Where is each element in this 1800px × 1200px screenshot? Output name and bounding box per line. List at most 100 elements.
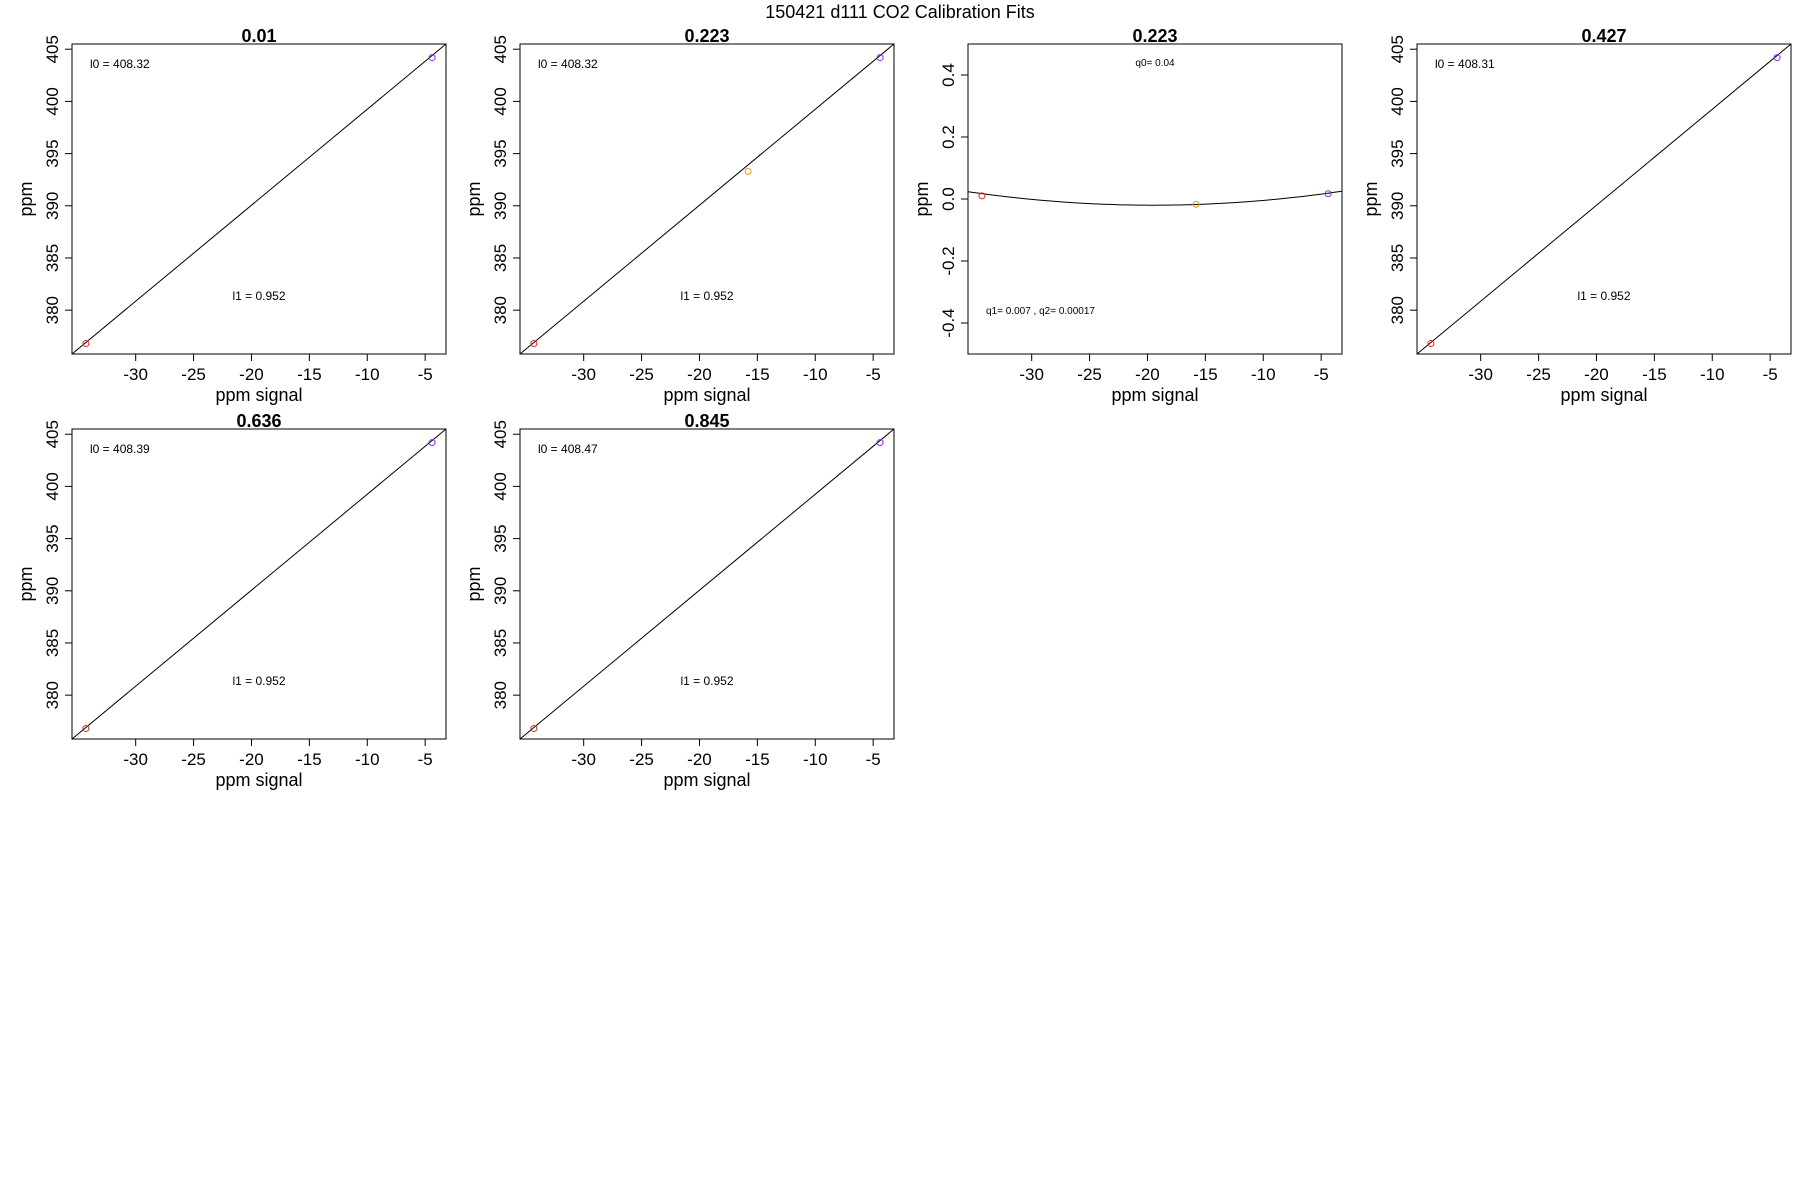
fit-line — [520, 429, 894, 739]
y-tick-label: 385 — [491, 244, 510, 272]
y-tick-label: 395 — [43, 524, 62, 552]
x-tick-label: -20 — [1584, 365, 1609, 384]
x-tick-label: -20 — [687, 750, 712, 769]
y-axis-label: ppm — [1361, 181, 1381, 216]
x-tick-label: -5 — [866, 750, 881, 769]
x-tick-label: -30 — [571, 365, 596, 384]
x-tick-label: -10 — [1700, 365, 1725, 384]
y-tick-label: 390 — [491, 192, 510, 220]
fit-annotation: l0 = 408.39 — [90, 442, 150, 456]
y-axis-label: ppm — [16, 181, 36, 216]
data-point — [1324, 190, 1332, 198]
y-tick-label: 395 — [1388, 139, 1407, 167]
y-tick-label: 405 — [43, 420, 62, 448]
fit-annotation: q1= 0.007 , q2= 0.00017 — [986, 306, 1095, 317]
x-tick-label: -15 — [745, 365, 770, 384]
chart-panel-2: 0.223 -30 -25 -20 -15 -10 -5 380 385 390 395 400 405… — [464, 26, 895, 405]
y-tick-label: 385 — [491, 629, 510, 657]
y-tick-label: 400 — [43, 472, 62, 500]
fit-line — [1417, 44, 1791, 354]
fit-annotation: l1 = 0.952 — [232, 674, 285, 688]
y-axis-label: ppm — [912, 181, 932, 216]
y-tick-label: 0.0 — [939, 187, 958, 211]
data-point — [978, 192, 986, 200]
y-tick-label: 400 — [43, 87, 62, 115]
x-axis-label: ppm signal — [1111, 385, 1198, 405]
y-tick-label: -0.2 — [939, 246, 958, 275]
x-tick-label: -5 — [866, 365, 881, 384]
data-point — [82, 340, 90, 348]
x-axis-label: ppm signal — [215, 385, 302, 405]
y-tick-label: 405 — [491, 420, 510, 448]
panel-title: 0.01 — [241, 26, 276, 46]
panel-title: 0.223 — [1132, 26, 1177, 46]
fit-annotation: l1 = 0.952 — [232, 289, 285, 303]
x-tick-label: -15 — [297, 750, 322, 769]
x-axis-label: ppm signal — [215, 770, 302, 790]
x-tick-label: -25 — [1077, 365, 1102, 384]
panel-title: 0.427 — [1581, 26, 1626, 46]
plot-frame — [1416, 43, 1792, 355]
x-tick-label: -10 — [355, 365, 380, 384]
x-tick-label: -30 — [1019, 365, 1044, 384]
data-point — [530, 340, 538, 348]
x-tick-label: -20 — [1135, 365, 1160, 384]
y-tick-label: 395 — [491, 524, 510, 552]
y-tick-label: -0.4 — [939, 308, 958, 337]
chart-panel-5: 0.636 -30 -25 -20 -15 -10 -5 380 385 390 395 400 405… — [16, 411, 447, 790]
y-tick-label: 385 — [1388, 244, 1407, 272]
y-axis-label: ppm — [16, 566, 36, 601]
y-tick-label: 390 — [491, 577, 510, 605]
fit-annotation: l0 = 408.47 — [538, 442, 598, 456]
y-axis-label: ppm — [464, 181, 484, 216]
y-tick-label: 405 — [491, 35, 510, 63]
y-tick-label: 405 — [1388, 35, 1407, 63]
y-tick-label: 380 — [43, 296, 62, 324]
x-tick-label: -25 — [629, 750, 654, 769]
x-tick-label: -10 — [803, 750, 828, 769]
panel-title: 0.636 — [236, 411, 281, 431]
plot-frame — [519, 428, 895, 740]
x-tick-label: -25 — [1526, 365, 1551, 384]
x-tick-label: -10 — [1251, 365, 1276, 384]
y-tick-label: 400 — [1388, 87, 1407, 115]
data-point — [428, 439, 436, 447]
figure-title: 150421 d111 CO2 Calibration Fits — [765, 2, 1035, 22]
x-tick-label: -5 — [418, 750, 433, 769]
panel-title: 0.223 — [684, 26, 729, 46]
y-tick-label: 0.2 — [939, 125, 958, 149]
x-tick-label: -25 — [629, 365, 654, 384]
y-tick-label: 380 — [1388, 296, 1407, 324]
x-tick-label: -15 — [745, 750, 770, 769]
x-axis-label: ppm signal — [663, 770, 750, 790]
x-tick-label: -20 — [687, 365, 712, 384]
panel-title: 0.845 — [684, 411, 729, 431]
x-tick-label: -15 — [1193, 365, 1218, 384]
x-tick-label: -20 — [239, 365, 264, 384]
x-tick-label: -15 — [297, 365, 322, 384]
y-tick-label: 385 — [43, 629, 62, 657]
y-tick-label: 400 — [491, 87, 510, 115]
fit-line — [72, 429, 446, 739]
fit-annotation: l1 = 0.952 — [1577, 289, 1630, 303]
y-tick-label: 390 — [1388, 192, 1407, 220]
chart-panel-1: 0.01 -30 -25 -20 -15 -10 -5 380 385 390 395 400 405 p… — [16, 26, 447, 405]
data-point — [876, 54, 884, 62]
y-tick-label: 380 — [491, 681, 510, 709]
x-tick-label: -20 — [239, 750, 264, 769]
fit-annotation: l0 = 408.32 — [90, 57, 150, 71]
y-tick-label: 400 — [491, 472, 510, 500]
data-point — [530, 725, 538, 733]
fit-annotation: l0 = 408.32 — [538, 57, 598, 71]
fit-annotation: l1 = 0.952 — [680, 674, 733, 688]
y-tick-label: 0.4 — [939, 63, 958, 87]
x-tick-label: -5 — [418, 365, 433, 384]
plot-frame — [71, 428, 447, 740]
x-tick-label: -5 — [1314, 365, 1329, 384]
data-point — [428, 54, 436, 62]
x-tick-label: -30 — [123, 750, 148, 769]
y-tick-label: 390 — [43, 577, 62, 605]
y-tick-label: 380 — [43, 681, 62, 709]
fit-curve — [968, 190, 1342, 206]
x-tick-label: -5 — [1763, 365, 1778, 384]
